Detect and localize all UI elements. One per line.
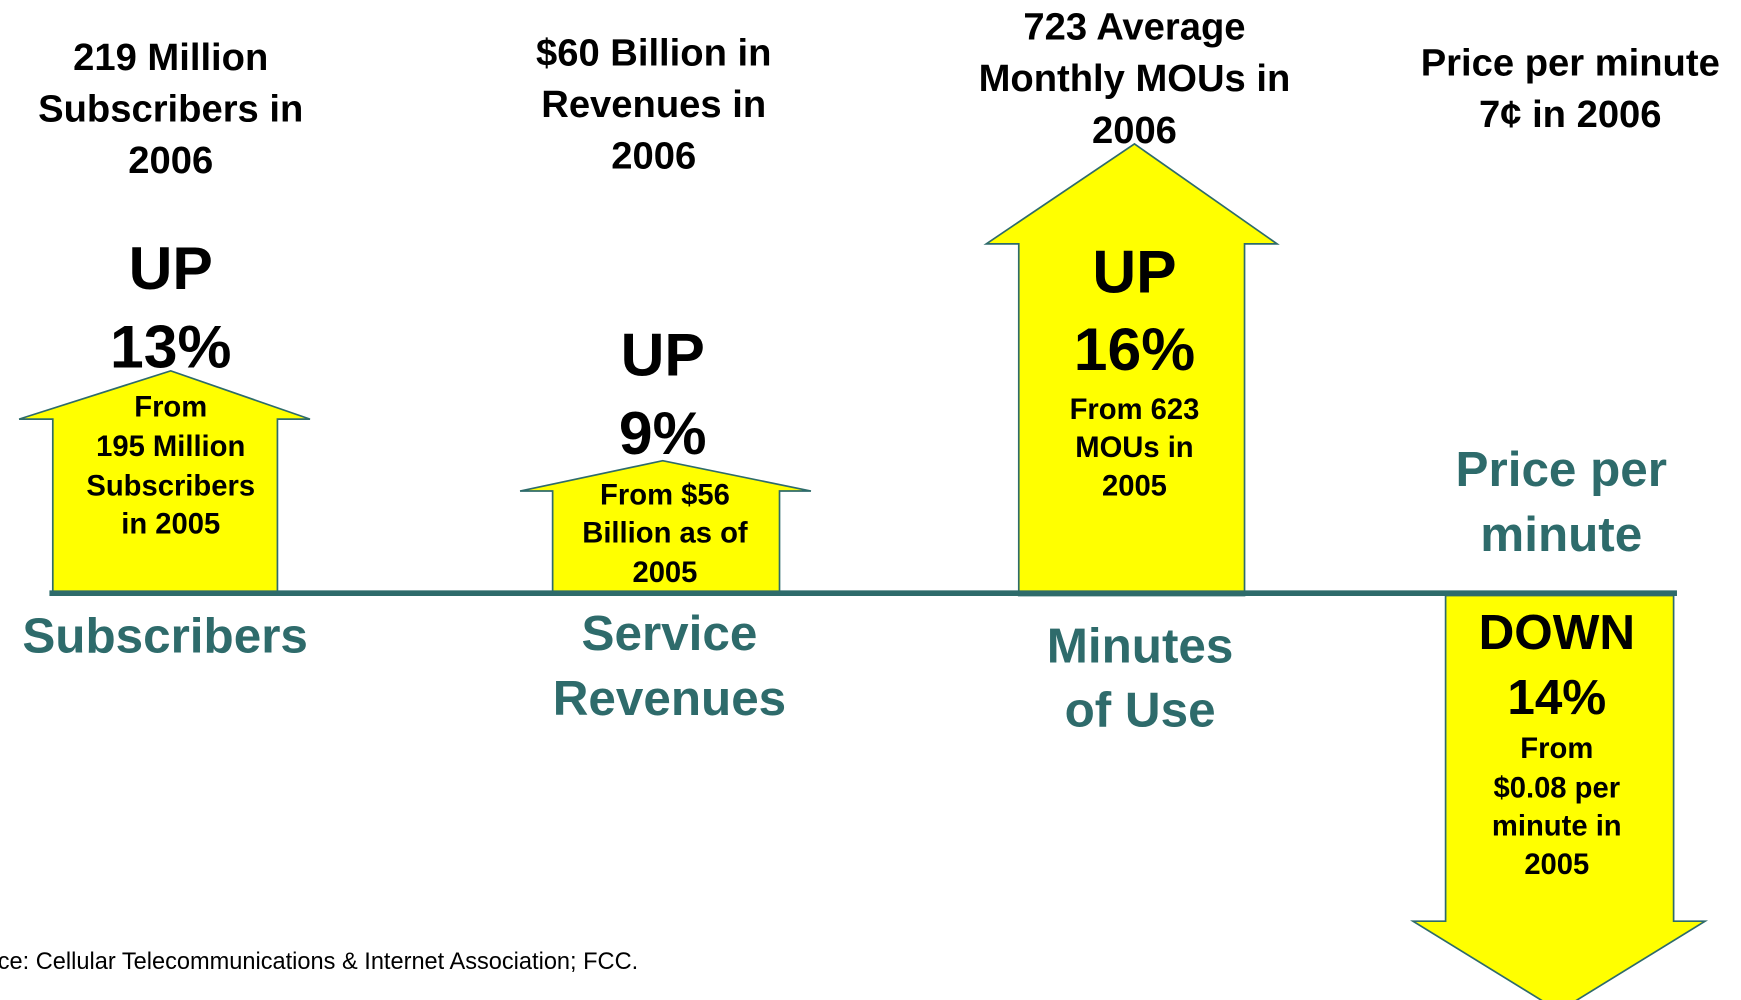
headline: 2006 [128,139,213,182]
headline: Price per minute [1421,41,1720,84]
from-note: 2005 [632,557,697,589]
up-arrow [519,459,812,593]
category-label: Revenues [553,671,786,726]
change: UP [621,321,705,389]
category-label: Minutes [1047,618,1234,673]
change: DOWN [1479,605,1635,660]
category-label: Subscribers [22,608,308,663]
up-arrow [983,142,1280,597]
change: 13% [110,313,231,381]
down-arrow [1410,594,1709,1000]
headline: 7¢ in 2006 [1479,93,1662,136]
change: 16% [1074,315,1195,383]
from-note: $0.08 per [1494,773,1621,805]
category-label: of Use [1065,682,1216,737]
from-note: From [1520,733,1593,765]
headline: 2006 [611,135,696,178]
headline: 219 Million [73,36,268,79]
headline: 723 Average [1023,5,1245,48]
headline: 2006 [1092,109,1177,152]
from-note: From 623 [1070,394,1200,426]
up-arrow [18,369,311,593]
from-note: 2005 [1102,470,1167,502]
change: 9% [619,399,707,467]
headline: Revenues in [541,83,766,126]
from-note: From $56 [600,479,730,511]
from-note: in 2005 [121,509,220,541]
from-note: minute in [1492,811,1622,843]
change: UP [129,234,213,302]
from-note: From [134,392,207,424]
from-note: MOUs in [1075,432,1193,464]
headline: $60 Billion in [536,31,771,74]
source-note: ce: Cellular Telecommunications & Intern… [0,948,638,974]
from-note: Subscribers [86,470,255,502]
from-note: 2005 [1524,849,1589,881]
category-label: Price per [1456,442,1667,497]
headline: Subscribers in [38,87,303,130]
change: UP [1092,237,1176,305]
category-label: minute [1480,507,1642,562]
change: 14% [1507,670,1606,725]
from-note: Billion as of [582,518,748,550]
from-note: 195 Million [96,431,245,463]
headline: Monthly MOUs in [979,57,1291,100]
category-label: Service [582,606,758,661]
